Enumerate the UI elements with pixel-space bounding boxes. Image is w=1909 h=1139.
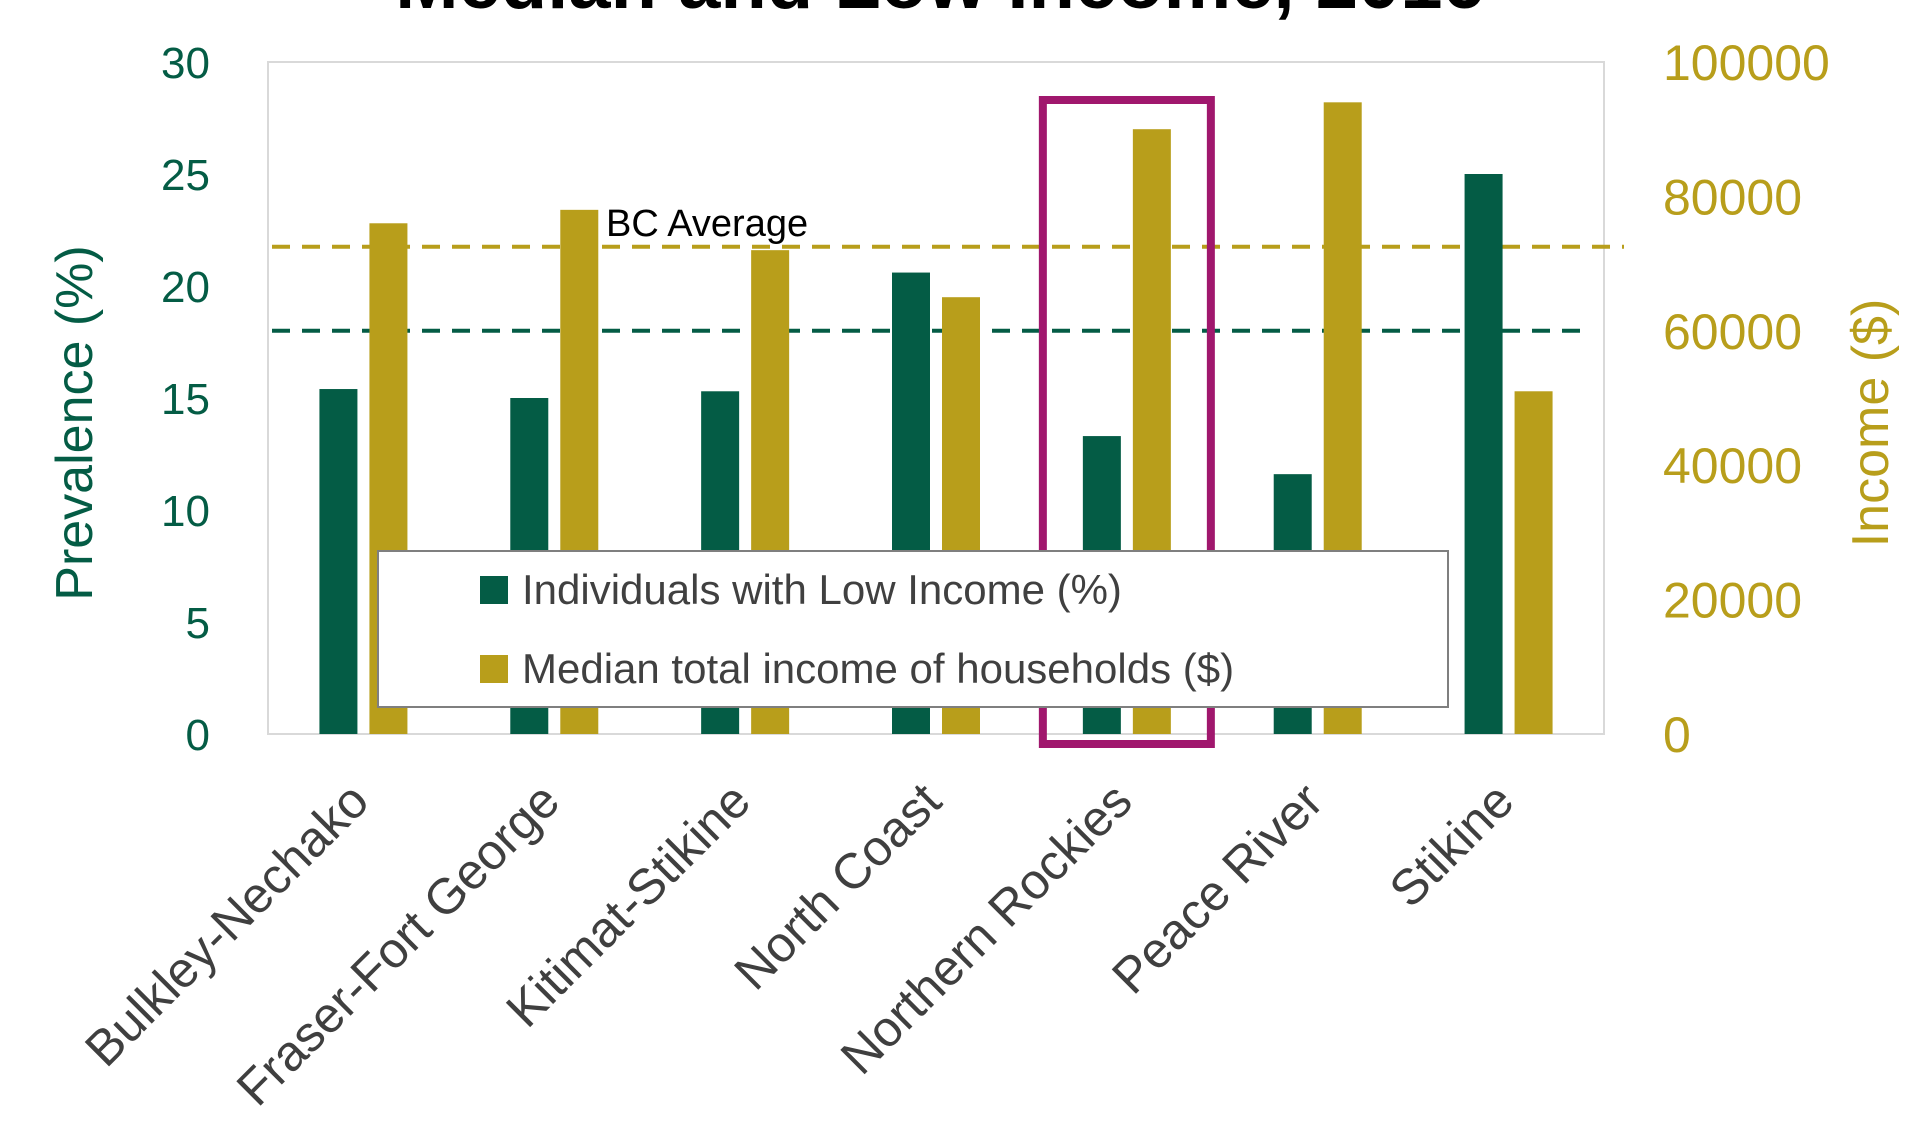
left-tick-label: 10	[161, 487, 210, 536]
northern-rockies-highlight-box	[1038, 96, 1215, 748]
bar-low-income	[1464, 174, 1503, 734]
right-tick-label: 100000	[1663, 35, 1830, 91]
legend-swatch-low-income	[480, 576, 508, 604]
left-tick-label: 25	[161, 151, 210, 200]
left-tick-label: 20	[161, 263, 210, 312]
category-label: Stikine	[1379, 772, 1525, 918]
right-axis-title: Income ($)	[1842, 299, 1900, 548]
left-axis-title: Prevalence (%)	[46, 245, 104, 600]
bc-average-label: BC Average	[606, 203, 808, 245]
left-tick-label: 0	[186, 711, 210, 760]
right-tick-label: 40000	[1663, 438, 1802, 494]
bar-median-income	[1514, 391, 1553, 734]
legend-label-low-income: Individuals with Low Income (%)	[522, 566, 1122, 613]
left-tick-label: 15	[161, 375, 210, 424]
left-tick-label: 5	[186, 599, 210, 648]
bar-low-income	[319, 389, 358, 734]
right-tick-label: 60000	[1663, 304, 1802, 360]
left-tick-label: 30	[161, 39, 210, 88]
legend-swatch-median-income	[480, 655, 508, 683]
legend: Individuals with Low Income (%) Median t…	[377, 550, 1449, 708]
legend-box	[377, 550, 1449, 708]
right-tick-label: 20000	[1663, 573, 1802, 629]
right-tick-label: 80000	[1663, 169, 1802, 225]
legend-label-median-income: Median total income of households ($)	[522, 645, 1234, 692]
category-label: Fraser-Fort George	[226, 772, 570, 1116]
chart-title: Median and Low Income, 2016	[395, 0, 1485, 25]
right-tick-label: 0	[1663, 707, 1691, 763]
